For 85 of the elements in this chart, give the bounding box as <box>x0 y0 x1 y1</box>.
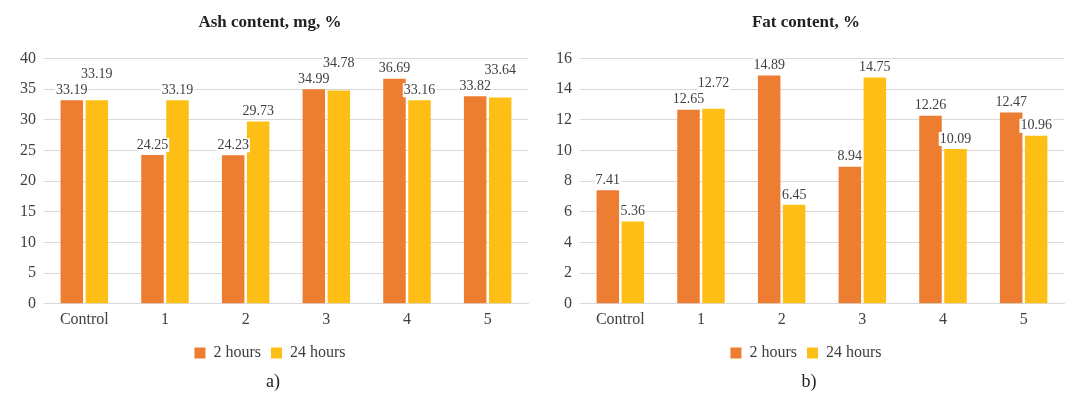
bar <box>863 77 887 304</box>
bar <box>327 90 351 304</box>
y-tick-label: 4 <box>564 232 572 250</box>
y-tick-label: 15 <box>20 201 36 219</box>
legend-label: 2 hours <box>749 343 798 361</box>
x-tick-label: Control <box>595 309 646 327</box>
bar <box>408 100 431 304</box>
data-label: 33.82 <box>459 77 491 93</box>
text: a) <box>266 370 280 392</box>
y-tick-label: 0 <box>28 294 36 311</box>
bar <box>919 115 942 304</box>
data-label: 8.94 <box>837 148 863 164</box>
data-label: 34.78 <box>323 54 355 70</box>
y-tick-label: 10 <box>556 140 572 158</box>
y-tick-label: 14 <box>556 79 572 97</box>
y-tick-label: 35 <box>20 79 36 97</box>
y-tick-label: 6 <box>564 201 572 219</box>
bar <box>596 190 620 304</box>
y-tick-label: 30 <box>20 109 36 127</box>
data-label: 33.16 <box>403 82 436 98</box>
data-label: 33.64 <box>484 61 516 77</box>
bar <box>838 166 862 304</box>
bar <box>463 96 487 304</box>
y-tick-label: 25 <box>20 140 36 158</box>
x-tick-label: 2 <box>241 309 250 327</box>
x-tick-label: 2 <box>777 309 786 327</box>
x-tick-label: 4 <box>939 309 947 327</box>
text: b) <box>801 370 817 392</box>
x-tick-label: 3 <box>322 309 331 327</box>
chart-title: Fat content, % <box>751 11 861 31</box>
data-label: 33.19 <box>161 81 194 97</box>
y-tick-label: 16 <box>556 48 572 66</box>
bar <box>166 100 189 304</box>
legend-label: 24 hours <box>826 343 882 361</box>
legend-label: 24 hours <box>290 343 346 361</box>
x-tick-label: 5 <box>483 309 492 327</box>
data-label: 33.19 <box>56 81 88 97</box>
y-tick-label: 40 <box>20 48 36 66</box>
data-label: 12.72 <box>697 75 730 91</box>
data-label: 6.45 <box>781 186 807 202</box>
data-label: 7.41 <box>595 171 621 187</box>
x-tick-label: 5 <box>1019 309 1028 327</box>
y-tick-label: 12 <box>556 109 572 127</box>
bar <box>488 97 512 304</box>
y-tick-label: 20 <box>20 171 36 189</box>
bar <box>677 109 700 304</box>
x-tick-label: 1 <box>161 309 169 327</box>
data-label: 29.73 <box>242 103 274 119</box>
bar <box>60 100 84 304</box>
bar <box>702 108 725 304</box>
bar <box>999 112 1023 304</box>
data-label: 12.47 <box>995 94 1027 110</box>
y-tick-label: 5 <box>28 263 36 281</box>
data-label: 5.36 <box>620 203 646 219</box>
x-tick-label: 4 <box>403 309 411 327</box>
bar <box>383 78 406 304</box>
data-label: 12.26 <box>914 97 947 113</box>
bar <box>302 89 326 304</box>
data-label: 14.75 <box>859 59 891 75</box>
data-label: 10.96 <box>1020 117 1052 133</box>
bar <box>1024 135 1048 304</box>
data-label: 14.89 <box>753 57 785 73</box>
data-label: 34.99 <box>298 70 330 86</box>
x-tick-label: Control <box>59 309 110 327</box>
x-tick-label: 1 <box>697 309 705 327</box>
bar <box>782 204 806 304</box>
x-tick-label: 3 <box>858 309 867 327</box>
bar <box>85 100 109 304</box>
bar <box>621 221 645 304</box>
bar <box>141 155 164 304</box>
data-label: 24.25 <box>136 136 169 152</box>
legend-label: 2 hours <box>213 343 262 361</box>
y-tick-label: 0 <box>564 294 572 311</box>
bar <box>221 155 245 304</box>
chart-title: Ash content, mg, % <box>198 11 342 31</box>
data-label: 12.65 <box>672 91 705 107</box>
data-label: 10.09 <box>939 130 972 146</box>
data-label: 36.69 <box>378 60 411 76</box>
y-tick-label: 10 <box>20 232 36 250</box>
data-label: 24.23 <box>217 136 249 152</box>
data-label: 33.19 <box>81 65 113 81</box>
bar <box>757 75 781 304</box>
bar <box>944 149 967 304</box>
y-tick-label: 2 <box>564 263 572 281</box>
y-tick-label: 8 <box>564 171 572 189</box>
